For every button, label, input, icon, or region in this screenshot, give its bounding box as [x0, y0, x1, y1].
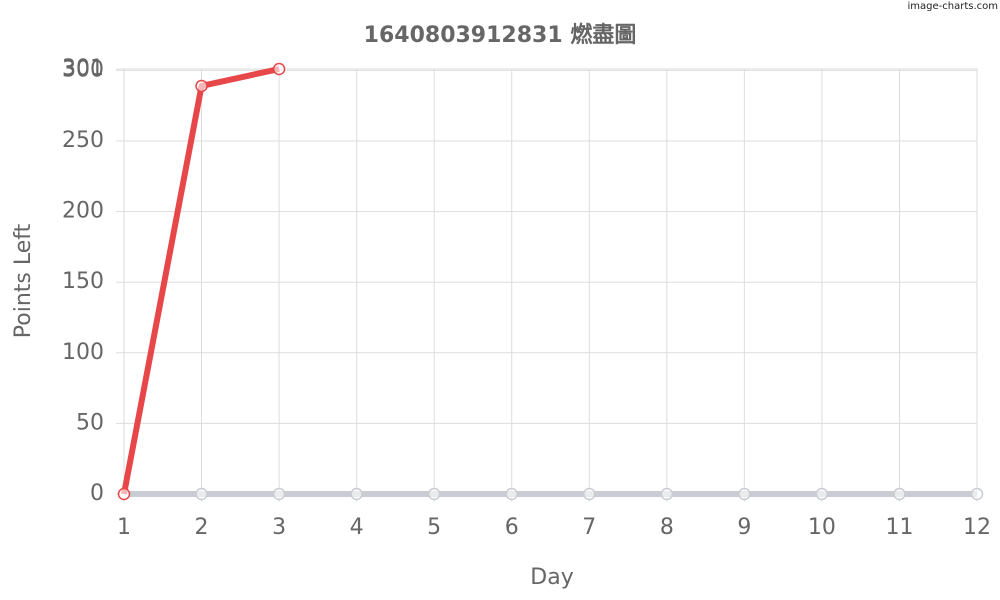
y-tick-label: 300 [62, 57, 104, 82]
x-tick-label: 6 [505, 515, 519, 540]
point [117, 487, 131, 501]
point [815, 487, 829, 501]
x-tick-label: 1 [117, 515, 131, 540]
x-tick-label: 12 [963, 515, 991, 540]
point [583, 487, 596, 501]
y-tick-label: 200 [62, 199, 104, 224]
point [427, 487, 441, 501]
x-tick-label: 10 [808, 515, 836, 540]
point [195, 79, 208, 93]
point [893, 487, 906, 501]
point [660, 487, 674, 501]
x-tick-label: 9 [737, 515, 751, 540]
y-axis-label: Points Left [11, 223, 36, 338]
x-tick-label: 4 [350, 515, 364, 540]
point [505, 487, 518, 501]
point [272, 62, 286, 76]
plot-border [123, 68, 978, 495]
y-tick-label: 100 [62, 340, 104, 365]
y-tick-label: 250 [62, 128, 104, 153]
x-axis-label: Day [530, 565, 573, 590]
y-tick-label: 50 [76, 410, 104, 435]
watermark: image-charts.com [908, 1, 999, 12]
point [970, 487, 984, 501]
point [272, 487, 286, 501]
x-tick-label: 5 [427, 515, 441, 540]
x-tick-label: 7 [582, 515, 596, 540]
y-tick-label: 301 [62, 56, 104, 81]
x-tick-label: 3 [272, 515, 286, 540]
point [350, 487, 363, 501]
point [738, 487, 751, 501]
y-tick-label: 150 [62, 269, 104, 294]
chart-title: 1640803912831 燃盡圖 [364, 22, 637, 48]
x-tick-label: 8 [660, 515, 674, 540]
point [195, 487, 208, 501]
y-tick-label: 0 [90, 481, 104, 506]
x-tick-label: 2 [195, 515, 209, 540]
x-tick-label: 11 [885, 515, 913, 540]
